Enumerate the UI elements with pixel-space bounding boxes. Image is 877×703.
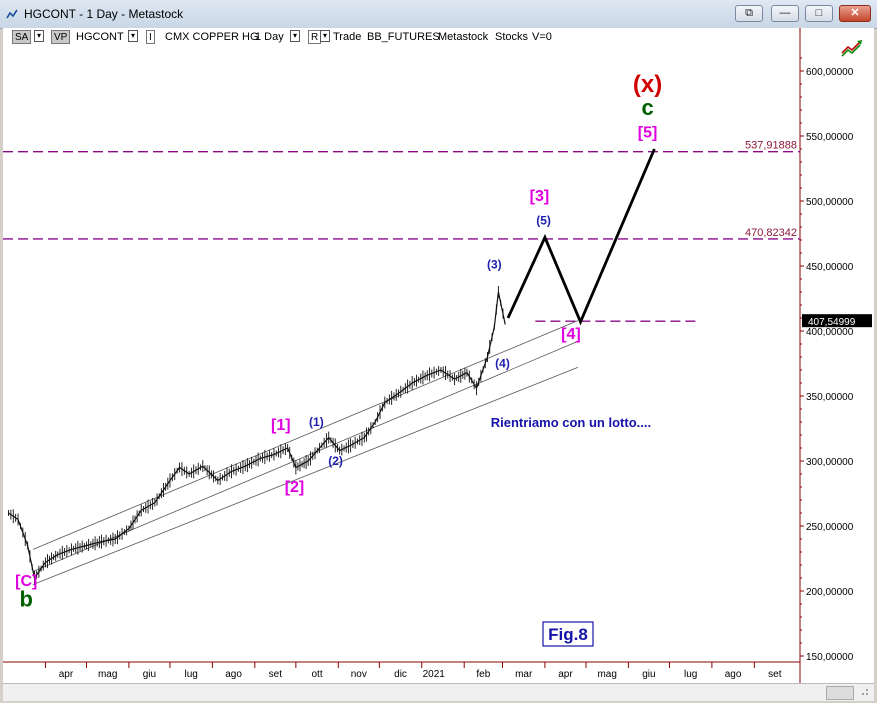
symbol-dropdown-icon[interactable]: ▾ <box>128 30 138 42</box>
time-tick-label: lug <box>184 669 197 680</box>
price-tick-label: 250,00000 <box>806 522 854 533</box>
price-chart[interactable]: 150,00000 200,00000 250,00000 300,00000 350,… <box>3 28 874 683</box>
resize-grip-icon[interactable] <box>854 686 870 698</box>
fig-label: Fig.8 <box>548 625 588 644</box>
price-tick-label: 200,00000 <box>806 587 854 598</box>
volume-label: V=0 <box>532 31 552 43</box>
annotation-text: Rientriamo con un lotto.... <box>491 415 651 430</box>
price-tick-label: 450,00000 <box>806 262 854 273</box>
wave-label: (x) <box>633 71 662 98</box>
time-tick-label: mag <box>597 669 616 680</box>
price-tick-label: 500,00000 <box>806 197 854 208</box>
chart-toolbar: SA ▾ VP HGCONT ▾ I CMX COPPER HG 1 Day ▾… <box>3 28 803 46</box>
wave-label: [1] <box>271 417 291 434</box>
trade-label: Trade <box>333 31 362 43</box>
vp-button[interactable]: VP <box>51 30 71 44</box>
wave-label: c <box>641 95 653 120</box>
wave-label: (2) <box>328 454 343 468</box>
time-tick-label: apr <box>558 669 573 680</box>
time-tick-label: mag <box>98 669 117 680</box>
source-label: BB_FUTURES <box>367 31 440 43</box>
metastock-app-icon <box>6 9 18 19</box>
projection-path <box>506 148 656 326</box>
level-label: 470,82342 <box>745 227 797 239</box>
r-dropdown-icon[interactable]: ▾ <box>320 30 330 42</box>
time-tick-label: set <box>269 669 283 680</box>
close-button[interactable]: ✕ <box>839 5 871 22</box>
wave-label: [3] <box>530 188 550 205</box>
maximize-button[interactable]: □ <box>805 5 833 22</box>
time-tick-label: mar <box>515 669 533 680</box>
time-tick-label: giu <box>143 669 156 680</box>
time-tick-label: nov <box>351 669 367 680</box>
period-dropdown-icon[interactable]: ▾ <box>290 30 300 42</box>
wave-label: b <box>20 587 33 612</box>
wave-label: (1) <box>309 415 324 429</box>
time-tick-label: ago <box>725 669 742 680</box>
horizontal-scrollbar[interactable] <box>3 683 874 701</box>
restore-extra-button[interactable]: ⧉ <box>735 5 763 22</box>
app-label: Metastock <box>438 31 489 43</box>
wave-label: [4] <box>561 326 581 343</box>
scroll-thumb[interactable] <box>826 686 854 700</box>
channel-line <box>32 367 578 585</box>
indicator-flag[interactable]: I <box>146 30 155 44</box>
price-tick-label: 150,00000 <box>806 652 854 663</box>
price-tick-label: 300,00000 <box>806 457 854 468</box>
wave-label: (3) <box>487 258 502 272</box>
title-bar: HGCONT - 1 Day - Metastock ⧉ — □ ✕ <box>0 0 877 29</box>
last-price-label: 407,54999 <box>808 317 856 328</box>
level-label: 537,91888 <box>745 140 797 152</box>
chart-area[interactable]: 150,00000 200,00000 250,00000 300,00000 350,… <box>3 28 874 683</box>
security-name: CMX COPPER HG <box>165 31 259 43</box>
price-series <box>8 291 506 580</box>
time-tick-label: giu <box>642 669 655 680</box>
wave-label: [C] <box>15 573 37 590</box>
minimize-button[interactable]: — <box>771 5 799 22</box>
time-tick-label: ott <box>312 669 323 680</box>
last-price-box <box>802 314 872 328</box>
fig-label-box <box>542 621 594 647</box>
channel-line <box>32 320 578 550</box>
time-tick-label: dic <box>394 669 407 680</box>
price-tick-label: 550,00000 <box>806 132 854 143</box>
type-label: Stocks <box>495 31 529 43</box>
wave-label: (5) <box>536 213 551 227</box>
wave-label: (4) <box>495 356 510 370</box>
time-tick-label: apr <box>59 669 74 680</box>
symbol-label: HGCONT <box>76 31 124 43</box>
time-tick-label: ago <box>225 669 242 680</box>
wave-label: [2] <box>285 479 305 496</box>
time-tick-label: 2021 <box>423 669 446 680</box>
window-title: HGCONT - 1 Day - Metastock <box>24 7 184 21</box>
price-tick-label: 350,00000 <box>806 392 854 403</box>
price-tick-label: 600,00000 <box>806 67 854 78</box>
time-tick-label: lug <box>684 669 697 680</box>
wave-label: [5] <box>638 124 658 141</box>
price-tick-label: 400,00000 <box>806 327 854 338</box>
period-label: 1 Day <box>255 31 284 43</box>
sa-dropdown-icon[interactable]: ▾ <box>34 30 44 42</box>
time-tick-label: feb <box>476 669 490 680</box>
last-price-tag: 407,54999 <box>802 314 872 328</box>
buy-sell-arrows-icon[interactable] <box>840 38 864 58</box>
sa-button[interactable]: SA <box>12 30 32 44</box>
time-tick-label: set <box>768 669 782 680</box>
